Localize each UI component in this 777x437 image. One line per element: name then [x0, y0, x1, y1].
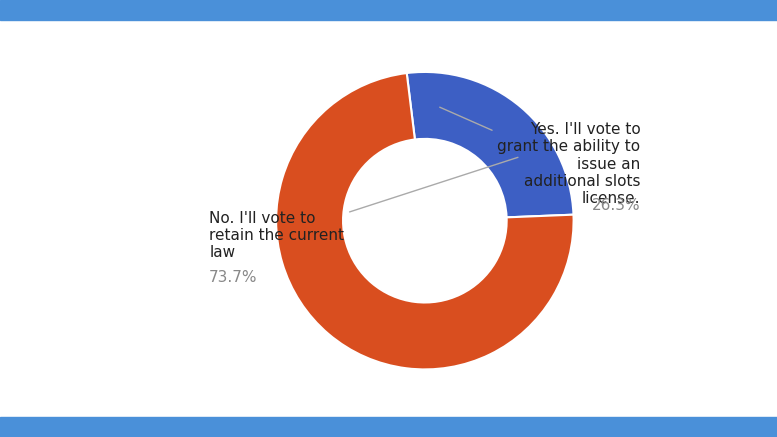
Text: 73.7%: 73.7%: [209, 270, 258, 285]
Wedge shape: [406, 72, 573, 217]
Text: 26.3%: 26.3%: [592, 198, 640, 213]
Wedge shape: [276, 73, 573, 369]
Text: Yes. I'll vote to
grant the ability to
issue an
additional slots
license.: Yes. I'll vote to grant the ability to i…: [440, 107, 640, 206]
Text: No. I'll vote to
retain the current
law: No. I'll vote to retain the current law: [209, 157, 518, 260]
